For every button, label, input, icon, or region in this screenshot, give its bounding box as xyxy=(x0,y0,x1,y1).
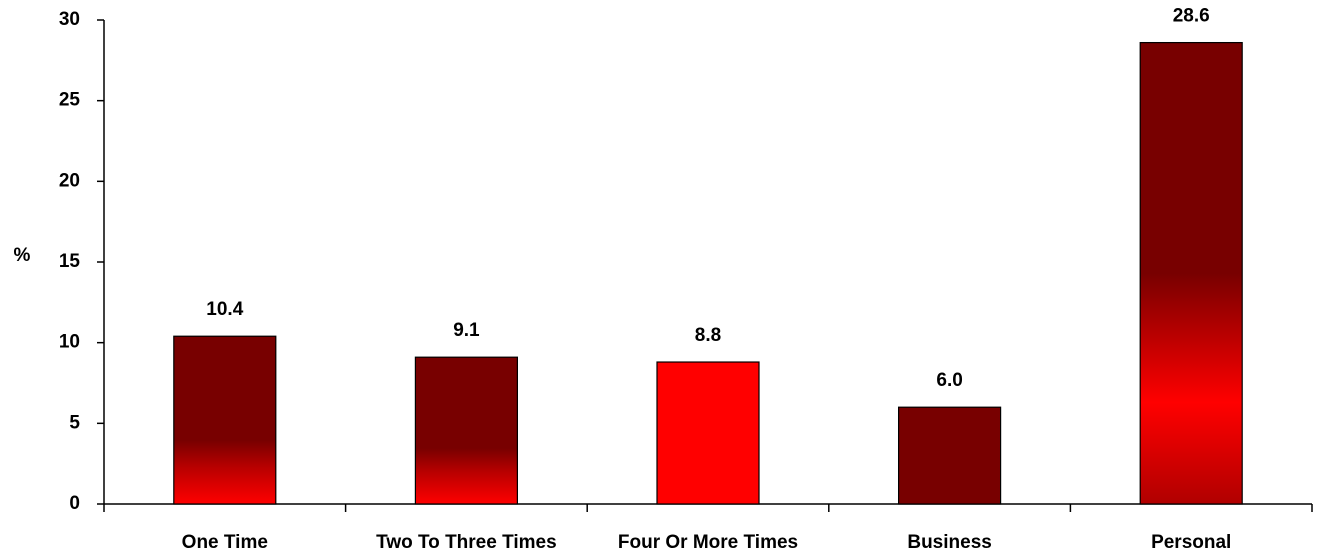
y-tick-label: 10 xyxy=(59,332,80,353)
category-label: Personal xyxy=(1151,532,1231,552)
y-tick-label: 0 xyxy=(69,493,80,514)
bar-four-or-more-times xyxy=(656,361,760,505)
data-label: 6.0 xyxy=(936,370,962,391)
data-label: 9.1 xyxy=(453,320,480,341)
category-label: One Time xyxy=(182,532,268,552)
y-tick-label: 25 xyxy=(59,90,81,111)
bars xyxy=(173,41,1243,505)
bar-personal xyxy=(1139,41,1243,505)
y-tick-label: 20 xyxy=(59,170,80,191)
labels: 0 5 10 15 20 25 30% 10.4 One Time 9.1 Two To Three… xyxy=(14,6,1232,552)
data-label: 28.6 xyxy=(1173,6,1210,27)
y-tick-label: 30 xyxy=(59,9,80,30)
data-label: 8.8 xyxy=(695,325,721,346)
bar-one-time xyxy=(173,335,277,505)
y-tick-label: 15 xyxy=(59,251,81,272)
y-tick-label: 5 xyxy=(69,412,80,433)
y-axis-label: % xyxy=(14,245,31,266)
data-label: 10.4 xyxy=(206,299,243,320)
bar-business xyxy=(897,406,1002,505)
category-label: Two To Three Times xyxy=(376,532,557,552)
bar-two-to-three-times xyxy=(414,356,518,505)
category-label: Four Or More Times xyxy=(618,532,798,552)
category-label: Business xyxy=(907,532,991,552)
